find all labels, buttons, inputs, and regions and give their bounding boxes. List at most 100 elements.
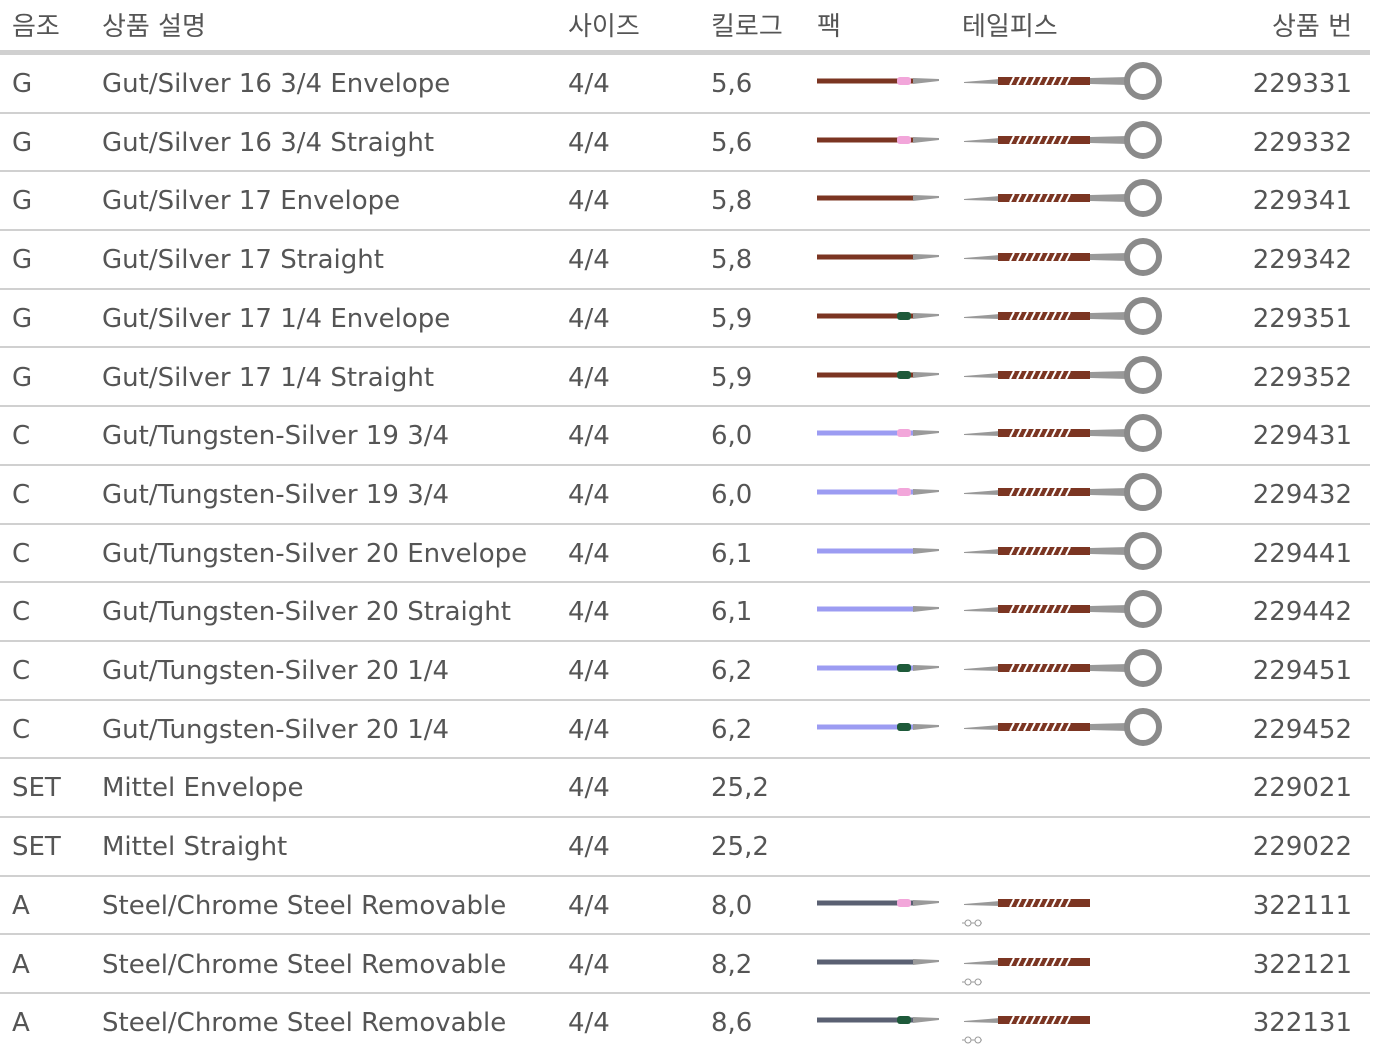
- stripe: [1037, 428, 1043, 438]
- tip: [897, 664, 911, 672]
- table-row: C Gut/Tungsten-Silver 19 3/4 4/4 6,0 229431: [0, 407, 1370, 466]
- wire: [964, 959, 1000, 965]
- string: [817, 254, 915, 260]
- wire: [964, 79, 1000, 84]
- number-cell: 229442: [1252, 597, 1352, 628]
- stripe: [1016, 487, 1022, 497]
- stripe: [1023, 428, 1029, 438]
- weight-cell: 25,2: [711, 773, 769, 804]
- table-row: G Gut/Silver 17 Straight 4/4 5,8 229342: [0, 231, 1370, 290]
- wire: [964, 900, 1000, 906]
- stripe: [1058, 76, 1064, 86]
- stripe: [1016, 663, 1022, 673]
- string-end: [913, 665, 939, 671]
- weight-cell: 6,1: [711, 597, 753, 628]
- string: [817, 724, 915, 730]
- ring: [1124, 355, 1162, 394]
- stripe: [1044, 76, 1050, 86]
- tailpiece-icon: [964, 590, 1162, 629]
- stripe: [1030, 1015, 1036, 1025]
- description-cell: Gut/Tungsten-Silver 20 Straight: [102, 597, 511, 628]
- wire: [964, 137, 1000, 143]
- ring: [1124, 238, 1162, 277]
- ring: [1124, 590, 1162, 629]
- ring: [1124, 179, 1162, 218]
- wire: [1090, 311, 1128, 320]
- stripe: [1058, 604, 1064, 614]
- description-cell: Gut/Silver 17 Straight: [102, 245, 384, 276]
- stripe: [1037, 370, 1043, 379]
- ring: [1124, 707, 1162, 746]
- stripe: [1058, 428, 1064, 438]
- weight-cell: 8,0: [711, 890, 753, 921]
- stripe: [1030, 76, 1036, 86]
- stripe: [1023, 311, 1029, 321]
- number-cell: 229441: [1252, 538, 1352, 569]
- weight-cell: 5,8: [711, 186, 753, 217]
- stripe: [1023, 957, 1029, 966]
- table-row: SET Mittel Straight 4/4 25,2 229022: [0, 818, 1370, 877]
- stripe: [1058, 722, 1064, 732]
- stripe: [1058, 135, 1064, 145]
- size-cell: 4/4: [568, 949, 610, 980]
- winding: [998, 311, 1090, 320]
- description-cell: Gut/Silver 16 3/4 Envelope: [102, 69, 451, 99]
- note-cell: C: [12, 479, 31, 510]
- wire: [964, 372, 1000, 378]
- note-cell: SET: [12, 773, 61, 804]
- note-cell: G: [12, 69, 33, 99]
- number-cell: 229352: [1252, 362, 1352, 393]
- stripe: [1009, 252, 1015, 262]
- tip: [897, 311, 911, 320]
- string: [817, 137, 915, 143]
- stripe: [1016, 957, 1022, 966]
- stripe: [1058, 1015, 1064, 1025]
- string-end: [913, 723, 939, 730]
- stripe: [1044, 546, 1050, 556]
- stripe: [1009, 370, 1015, 379]
- stripe: [1044, 957, 1050, 966]
- table-row: C Gut/Tungsten-Silver 19 3/4 4/4 6,0 229432: [0, 466, 1370, 525]
- stripe: [1009, 898, 1015, 908]
- tailpiece-icon: [964, 531, 1162, 570]
- stripe: [1016, 722, 1022, 732]
- stripe: [1023, 135, 1029, 145]
- description-cell: Gut/Tungsten-Silver 19 3/4: [102, 479, 450, 510]
- table-row: A Steel/Chrome Steel Removable 4/4 8,2 32212…: [0, 936, 1370, 995]
- pack-icon: [817, 664, 939, 672]
- stripe: [1065, 428, 1071, 438]
- stripe: [1058, 546, 1064, 556]
- table-row: G Gut/Silver 17 1/4 Straight 4/4 5,9 229352: [0, 349, 1370, 408]
- string: [817, 900, 915, 906]
- table-row: G Gut/Silver 16 3/4 Envelope 4/4 5,6 229331: [0, 55, 1370, 114]
- note-cell: G: [12, 245, 33, 276]
- pack-icon: [817, 722, 939, 731]
- stripe: [1037, 604, 1043, 614]
- string: [817, 372, 915, 377]
- tailpiece-icon: [962, 898, 1090, 927]
- size-cell: 4/4: [568, 69, 610, 99]
- size-cell: 4/4: [568, 479, 610, 510]
- stripe: [1044, 722, 1050, 732]
- stripe: [1016, 76, 1022, 86]
- stripe: [1044, 604, 1050, 614]
- stripe: [1044, 370, 1050, 379]
- stripe: [1044, 487, 1050, 497]
- weight-cell: 25,2: [711, 832, 769, 863]
- pack-icon: [817, 898, 939, 907]
- description-cell: Mittel Straight: [102, 832, 288, 863]
- wire: [964, 607, 1000, 613]
- stripe: [1030, 663, 1036, 673]
- stripe: [1065, 604, 1071, 614]
- note-cell: SET: [12, 832, 61, 863]
- string: [817, 1017, 915, 1023]
- size-cell: 4/4: [568, 597, 610, 628]
- stripe: [1044, 663, 1050, 673]
- size-cell: 4/4: [568, 186, 610, 217]
- stripe: [1037, 311, 1043, 321]
- string-end: [913, 488, 939, 495]
- stripe: [1065, 957, 1071, 966]
- pack-icon: [817, 77, 939, 85]
- stripe: [1016, 428, 1022, 438]
- winding: [998, 487, 1090, 496]
